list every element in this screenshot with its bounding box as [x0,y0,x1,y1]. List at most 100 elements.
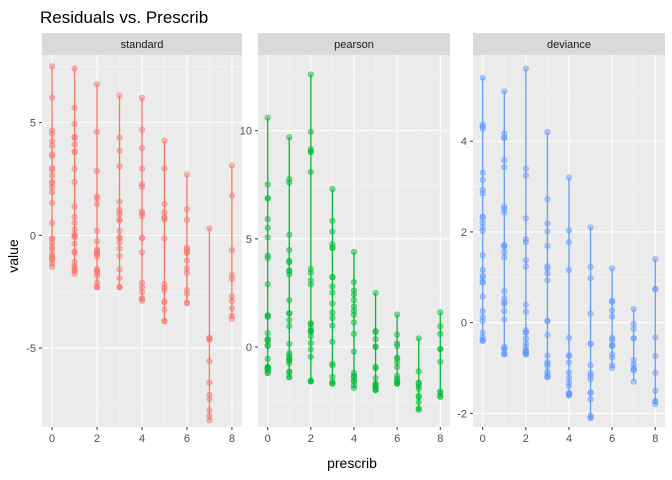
data-point [183,244,191,251]
data-point [350,287,358,294]
data-point [71,104,78,111]
data-point [609,362,616,369]
data-point [630,335,637,342]
data-point [544,263,551,270]
data-point [228,192,235,199]
data-point [71,133,78,141]
data-point [183,171,191,178]
data-point [652,369,659,376]
data-point [415,393,422,400]
data-point [286,179,293,186]
data-point [49,199,56,207]
data-point [138,279,146,287]
data-point [479,266,486,273]
data-point [415,335,422,342]
data-point [71,120,78,128]
data-point [206,379,213,386]
x-tick-label: 2 [308,433,314,445]
data-point [544,360,551,367]
data-point [372,328,379,336]
data-point [183,299,191,307]
data-point [565,266,573,274]
data-point [372,374,379,382]
data-point [565,174,573,181]
data-point [116,217,123,224]
data-point [161,200,168,208]
data-point [161,216,168,223]
facet-strip [473,33,665,55]
data-point [49,253,56,260]
data-point [630,364,637,372]
data-point [652,387,659,394]
data-point [116,239,123,246]
x-tick-label: 0 [480,433,486,445]
data-point [264,342,271,350]
data-point [329,360,336,368]
data-point [93,81,101,88]
data-point [394,363,401,371]
x-tick-label: 6 [394,433,400,445]
data-point [286,231,293,238]
data-point [565,227,573,234]
data-point [161,297,168,305]
data-point [372,343,379,350]
y-tick-label: 4 [461,136,467,148]
data-point [437,345,444,352]
data-point [587,275,594,282]
data-point [116,198,123,205]
data-point [630,356,637,364]
data-point [264,195,271,202]
data-point [630,305,637,313]
data-point [206,407,213,414]
y-tick-label: -5 [26,343,36,355]
data-point [71,141,78,148]
data-point [587,372,594,379]
data-point [161,281,168,288]
data-point [71,226,78,233]
data-point [228,162,235,169]
data-point [228,293,235,300]
y-tick-label: 0 [246,342,252,354]
data-point [350,319,358,326]
data-point [522,340,529,347]
data-point [437,389,444,396]
data-point [49,164,56,171]
data-point [350,279,358,286]
data-point [415,398,422,406]
data-point [479,169,486,176]
data-point [71,258,78,265]
data-point [544,277,551,284]
data-point [264,281,271,288]
data-point [501,242,508,249]
data-point [437,358,444,365]
data-point [479,329,486,336]
data-point [93,238,101,245]
data-point [228,247,235,254]
data-point [522,308,529,315]
data-point [138,94,146,101]
data-point [138,234,146,241]
data-point [501,163,508,171]
data-point [161,235,168,242]
data-point [183,216,191,223]
data-point [183,257,191,264]
data-point [206,417,213,424]
data-point [286,340,293,348]
data-point [264,224,271,231]
data-point [264,114,271,121]
data-point [630,367,637,374]
x-tick-label: 0 [49,433,55,445]
data-point [587,310,594,317]
data-point [329,373,336,380]
data-point [437,309,444,316]
data-point [138,295,146,302]
data-point [264,312,271,319]
data-point [138,208,146,215]
data-point [116,245,123,252]
data-point [479,317,486,324]
data-point [544,228,551,235]
data-point [228,305,235,312]
data-point [350,248,358,255]
data-point [522,329,529,336]
data-point [544,368,551,375]
